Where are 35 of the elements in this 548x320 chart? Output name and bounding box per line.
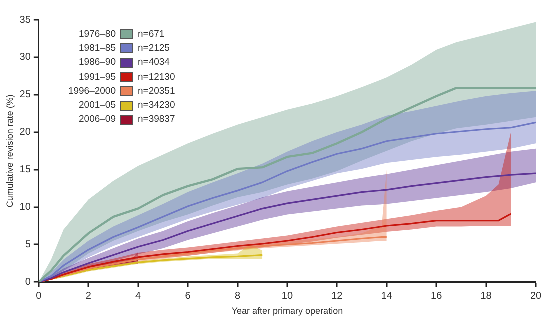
annotation: n=671 <box>138 28 165 40</box>
y-tick-label: 0 <box>25 276 32 288</box>
y-axis-title: Cumulative revision rate (%) <box>4 94 15 208</box>
legend-label: 1996–2000 <box>67 86 116 97</box>
x-tick-label: 16 <box>431 290 443 302</box>
legend-label: 1991–95 <box>78 72 116 83</box>
annotation: n=2125 <box>138 42 170 54</box>
y-tick-label: 15 <box>20 164 32 176</box>
y-tick-label: 10 <box>20 202 32 214</box>
legend-label: 1981–85 <box>78 42 116 54</box>
annotation: n=39837 <box>138 114 176 126</box>
annotation: n=12130 <box>138 72 176 83</box>
x-tick-label: 0 <box>36 290 42 302</box>
y-tick-label: 35 <box>20 14 32 26</box>
annotation: n=20351 <box>138 86 176 97</box>
x-tick-label: 12 <box>332 290 344 302</box>
x-axis-title: Year after primary operation <box>232 306 344 316</box>
x-tick-label: 20 <box>530 290 542 302</box>
y-tick-label: 5 <box>25 239 32 250</box>
annotation: n=34230 <box>138 100 176 112</box>
x-tick-label: 2 <box>86 290 92 302</box>
annotation: n=4034 <box>138 57 170 68</box>
legend-label: 1976–80 <box>78 28 116 40</box>
x-tick-label: 8 <box>234 290 241 302</box>
x-tick-label: 14 <box>381 290 393 302</box>
legend-label: 2006–09 <box>78 114 116 126</box>
x-tick-label: 10 <box>282 290 294 302</box>
legend-label: 2001–05 <box>78 100 116 112</box>
x-tick-label: 4 <box>136 290 142 302</box>
legend-label: 1986–90 <box>78 57 116 68</box>
x-tick-label: 18 <box>480 290 492 302</box>
y-tick-label: 30 <box>20 52 32 64</box>
x-tick-label: 6 <box>185 290 192 302</box>
y-tick-label: 25 <box>20 90 32 101</box>
y-tick-label: 20 <box>20 127 32 138</box>
